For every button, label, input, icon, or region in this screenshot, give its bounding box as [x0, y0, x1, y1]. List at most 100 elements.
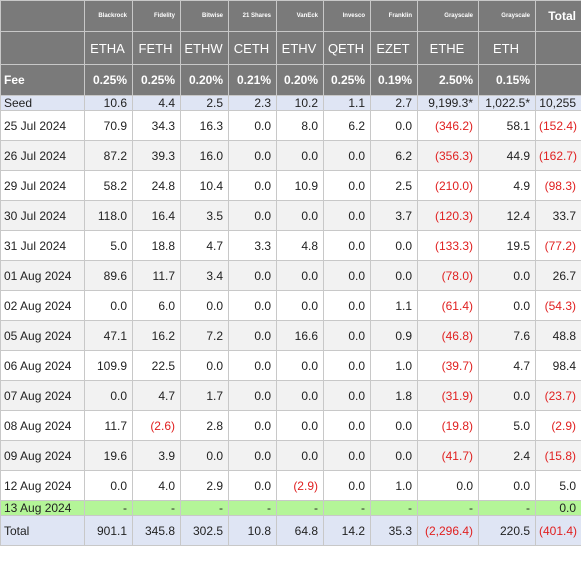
table-row: 05 Aug 2024 47.1 16.2 7.2 0.0 16.6 0.0 0.9 (46.8…	[0, 320, 581, 351]
flow-cell: -	[323, 500, 371, 516]
table-row: 30 Jul 2024 118.0 16.4 3.5 0.0 0.0 0.0 3.7 (120.…	[0, 200, 581, 231]
flow-cell: (19.8)	[417, 410, 479, 441]
row-total-cell: 0.0	[535, 500, 581, 516]
flow-cell: 0.0	[478, 260, 536, 291]
flow-cell: (31.9)	[417, 380, 479, 411]
flow-cell: 87.2	[84, 140, 133, 171]
flow-cell: 89.6	[84, 260, 133, 291]
corner-cell	[0, 0, 85, 32]
flow-cell: 3.9	[132, 440, 181, 471]
flow-cell: 0.0	[228, 290, 277, 321]
flow-cell: 0.0	[180, 350, 229, 381]
flow-cell: 0.0	[228, 140, 277, 171]
flow-cell: 0.0	[370, 230, 418, 261]
flow-cell: 10.8	[228, 515, 277, 546]
flow-cell: -	[84, 500, 133, 516]
ticker-label: ETHE	[417, 31, 479, 65]
flow-cell: 16.4	[132, 200, 181, 231]
flow-cell: 0.0	[84, 380, 133, 411]
flow-cell: 22.5	[132, 350, 181, 381]
fee-value: 0.25%	[132, 64, 181, 96]
issuer-name: Grayscale	[478, 0, 536, 32]
flow-cell: 39.3	[132, 140, 181, 171]
flow-cell: 1,022.5*	[478, 95, 536, 111]
flow-cell: 0.0	[323, 350, 371, 381]
flow-cell: 4.7	[478, 350, 536, 381]
row-total-cell: (77.2)	[535, 230, 581, 261]
issuer-name: Grayscale	[417, 0, 479, 32]
fee-value: 0.25%	[84, 64, 133, 96]
row-total-cell: (152.4)	[535, 110, 581, 141]
flow-cell: 0.0	[478, 380, 536, 411]
flow-cell: 0.0	[228, 470, 277, 501]
flow-cell: 0.0	[323, 410, 371, 441]
flow-cell: 0.0	[370, 440, 418, 471]
flow-cell: 0.0	[276, 380, 324, 411]
flow-cell: 302.5	[180, 515, 229, 546]
flow-cell: 2.4	[478, 440, 536, 471]
flow-cell: 0.0	[323, 290, 371, 321]
flow-cell: 2.5	[370, 170, 418, 201]
flow-cell: 14.2	[323, 515, 371, 546]
flow-cell: 220.5	[478, 515, 536, 546]
table-row: 13 Aug 2024- - - - - - - - -0.0	[0, 500, 581, 516]
flow-cell: 6.2	[370, 140, 418, 171]
flow-cell: 18.8	[132, 230, 181, 261]
table-row: 06 Aug 2024 109.9 22.5 0.0 0.0 0.0 0.0 1.0 (39.7…	[0, 350, 581, 381]
flow-cell: (2,296.4)	[417, 515, 479, 546]
flow-cell: 0.0	[276, 260, 324, 291]
flow-cell: (356.3)	[417, 140, 479, 171]
flow-cell: 0.0	[478, 290, 536, 321]
row-total-cell: (15.8)	[535, 440, 581, 471]
row-label: 05 Aug 2024	[0, 320, 85, 351]
issuer-name: Fidelity	[132, 0, 181, 32]
table-row: Seed 10.6 4.4 2.5 2.3 10.2 1.1 2.7 9,199.3* 1,022…	[0, 95, 581, 111]
issuer-name: Invesco	[323, 0, 371, 32]
issuer-name: Blackrock	[84, 0, 133, 32]
flow-cell: 0.0	[276, 440, 324, 471]
flow-cell: 16.3	[180, 110, 229, 141]
fee-value: 0.15%	[478, 64, 536, 96]
flow-cell: 44.9	[478, 140, 536, 171]
flow-cell: 0.0	[323, 440, 371, 471]
flow-cell: 10.4	[180, 170, 229, 201]
flow-cell: 12.4	[478, 200, 536, 231]
flow-cell: 0.0	[276, 350, 324, 381]
total-header: Total	[535, 0, 581, 32]
flow-cell: -	[478, 500, 536, 516]
flow-cell: 0.0	[84, 290, 133, 321]
flow-cell: 2.8	[180, 410, 229, 441]
row-total-cell: (401.4)	[535, 515, 581, 546]
flow-cell: 7.2	[180, 320, 229, 351]
flow-cell: 0.0	[84, 470, 133, 501]
ticker-label: QETH	[323, 31, 371, 65]
flow-cell: 8.0	[276, 110, 324, 141]
flow-cell: 35.3	[370, 515, 418, 546]
flow-cell: (120.3)	[417, 200, 479, 231]
flow-cell: 0.0	[228, 410, 277, 441]
ticker-label: ETH	[478, 31, 536, 65]
issuer-name: VanEck	[276, 0, 324, 32]
row-label: 25 Jul 2024	[0, 110, 85, 141]
row-label: Seed	[0, 95, 85, 111]
flow-cell: 0.0	[323, 230, 371, 261]
flow-cell: (78.0)	[417, 260, 479, 291]
issuer-name: 21 Shares	[228, 0, 277, 32]
fee-value: 0.21%	[228, 64, 277, 96]
table-row: 02 Aug 2024 0.0 6.0 0.0 0.0 0.0 0.0 1.1 (61.4) 0.…	[0, 290, 581, 321]
flow-cell: 118.0	[84, 200, 133, 231]
ticker-header-row: ETHA FETH ETHW CETH ETHV QETH EZET ETHE …	[0, 31, 581, 65]
flow-cell: 0.0	[323, 380, 371, 411]
ticker-label: ETHA	[84, 31, 133, 65]
flow-cell: 3.5	[180, 200, 229, 231]
flow-cell: 6.0	[132, 290, 181, 321]
row-total-cell: (98.3)	[535, 170, 581, 201]
flow-cell: 3.7	[370, 200, 418, 231]
flow-cell: 0.0	[228, 320, 277, 351]
flow-cell: 0.0	[323, 470, 371, 501]
row-label: Total	[0, 515, 85, 546]
flow-cell: (39.7)	[417, 350, 479, 381]
row-label: 31 Jul 2024	[0, 230, 85, 261]
flow-cell: 58.1	[478, 110, 536, 141]
flow-cell: 4.0	[132, 470, 181, 501]
